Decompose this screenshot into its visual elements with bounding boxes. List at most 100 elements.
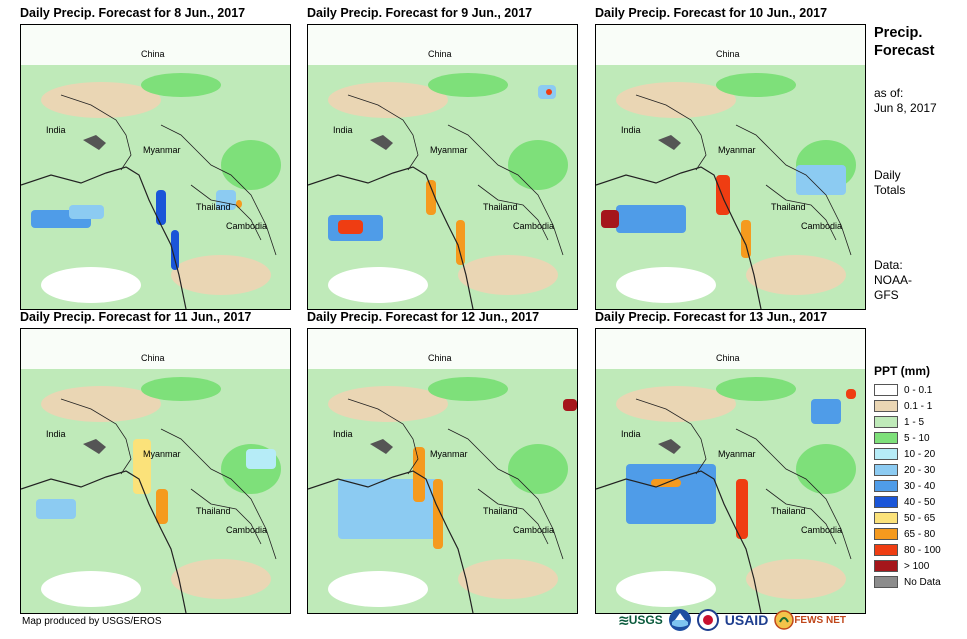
legend-item: 80 - 100	[874, 542, 941, 558]
trace-region	[328, 82, 448, 118]
legend-label: 40 - 50	[904, 496, 936, 508]
trace-region	[458, 559, 558, 599]
fewsnet-logo: FEWS NET	[774, 609, 846, 631]
map-label-china: China	[141, 49, 165, 59]
legend-item: 10 - 20	[874, 446, 941, 462]
legend-swatch	[874, 400, 898, 412]
moderate-rain	[716, 73, 796, 97]
border-line	[190, 184, 262, 241]
precip-map: China India Myanmar Thailand Cambodia	[595, 24, 866, 310]
rain-cell	[156, 489, 168, 524]
border-line	[347, 94, 419, 171]
border-line	[735, 124, 852, 256]
map-label-myanmar: Myanmar	[143, 449, 181, 459]
legend-swatch	[874, 560, 898, 572]
rain-cell	[456, 220, 465, 265]
border-line	[765, 488, 837, 545]
fewsnet-logo-text: FEWS NET	[794, 614, 846, 626]
legend-item: 65 - 80	[874, 526, 941, 542]
dry-region	[328, 267, 428, 303]
dry-region	[308, 25, 577, 65]
map-label-cambodia: Cambodia	[801, 525, 842, 535]
map-label-cambodia: Cambodia	[513, 221, 554, 231]
coastline	[21, 470, 187, 613]
as-of-block: as of: Jun 8, 2017	[874, 86, 937, 116]
rain-cell	[338, 220, 363, 234]
as-of-date: Jun 8, 2017	[874, 101, 937, 115]
legend-title: PPT (mm)	[874, 364, 931, 378]
dry-region	[21, 25, 290, 65]
coastline	[21, 166, 187, 309]
map-svg: China India Myanmar Thailand Cambodia	[596, 25, 865, 309]
map-label-thailand: Thailand	[771, 506, 806, 516]
legend-label: 5 - 10	[904, 432, 930, 444]
map-label-china: China	[428, 353, 452, 363]
map-svg: China India Myanmar Thailand Cambodia	[308, 25, 577, 309]
ppt-legend: PPT (mm) 0 - 0.1 0.1 - 1 1 - 5 5 - 10 10 - 2…	[874, 364, 941, 590]
legend-swatch	[874, 384, 898, 396]
map-label-cambodia: Cambodia	[801, 221, 842, 231]
panel-title: Daily Precip. Forecast for 9 Jun., 2017	[307, 6, 533, 20]
totals-line: Totals	[874, 183, 906, 197]
legend-label: 1 - 5	[904, 416, 925, 428]
legend-label: 65 - 80	[904, 528, 936, 540]
legend-swatch	[874, 512, 898, 524]
rain-cell	[546, 89, 552, 95]
panel-title: Daily Precip. Forecast for 13 Jun., 2017	[595, 310, 828, 324]
data-line: NOAA-	[874, 273, 913, 287]
legend-swatch	[874, 544, 898, 556]
coastline	[308, 166, 474, 309]
legend-item: 1 - 5	[874, 414, 941, 430]
as-of-label: as of:	[874, 86, 904, 100]
rain-cell	[216, 190, 236, 210]
rain-cell	[246, 449, 276, 469]
map-svg: China India Myanmar Thailand Cambodia	[596, 329, 865, 613]
border-line	[635, 398, 707, 475]
map-title-block: Precip. Forecast	[874, 24, 934, 60]
rain-cell	[69, 205, 104, 219]
border-line	[60, 94, 132, 171]
legend-swatch	[874, 432, 898, 444]
legend-item: 0 - 0.1	[874, 382, 941, 398]
rain-cell	[846, 389, 856, 399]
legend-swatch	[874, 480, 898, 492]
map-label-india: India	[333, 125, 353, 135]
legend-item: 30 - 40	[874, 478, 941, 494]
precip-map: China India Myanmar Thailand Cambodia	[595, 328, 866, 614]
map-label-cambodia: Cambodia	[513, 525, 554, 535]
dry-region	[41, 267, 141, 303]
moderate-rain	[428, 73, 508, 97]
trace-region	[41, 386, 161, 422]
map-label-myanmar: Myanmar	[718, 145, 756, 155]
usgs-logo: ≋ USGS	[618, 611, 663, 628]
border-line	[735, 428, 852, 560]
rain-cell	[563, 399, 577, 411]
data-line: GFS	[874, 288, 899, 302]
trace-region	[41, 82, 161, 118]
trace-region	[171, 255, 271, 295]
legend-rows: 0 - 0.1 0.1 - 1 1 - 5 5 - 10 10 - 20 20 - 30 3…	[874, 382, 941, 590]
trace-region	[746, 559, 846, 599]
moderate-rain	[716, 377, 796, 401]
coastline	[308, 470, 474, 613]
rain-cell	[736, 479, 748, 539]
map-label-cambodia: Cambodia	[226, 221, 267, 231]
legend-swatch	[874, 448, 898, 460]
precip-map: China India Myanmar Thailand Cambodia	[307, 24, 578, 310]
border-line	[447, 124, 564, 256]
legend-label: > 100	[904, 560, 930, 572]
dry-region	[41, 571, 141, 607]
map-label-india: India	[46, 429, 66, 439]
map-label-thailand: Thailand	[483, 202, 518, 212]
border-line	[160, 428, 277, 560]
no-data-patch	[658, 135, 681, 150]
legend-label: 10 - 20	[904, 448, 936, 460]
rain-cell	[626, 464, 716, 524]
legend-item: > 100	[874, 558, 941, 574]
dry-region	[328, 571, 428, 607]
moderate-rain	[428, 377, 508, 401]
rain-cell	[616, 205, 686, 233]
dry-region	[596, 25, 865, 65]
usgs-logo-text: USGS	[628, 613, 663, 627]
border-line	[765, 184, 837, 241]
